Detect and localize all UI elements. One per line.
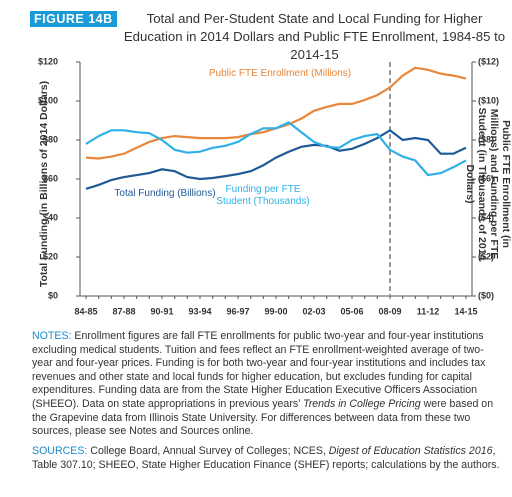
y2-tick-label: ($2) bbox=[478, 251, 494, 261]
x-tick-label: 93-94 bbox=[188, 306, 211, 316]
para-text: , Table 307.10; SHEEO, State Higher Educ… bbox=[32, 445, 500, 471]
x-tick-label: 11-12 bbox=[417, 306, 440, 316]
y2-tick-label: ($12) bbox=[478, 56, 499, 66]
series-line bbox=[85, 66, 467, 160]
series-line bbox=[85, 121, 467, 177]
x-tick-label: 05-06 bbox=[340, 306, 363, 316]
para-text: Digest of Education Statistics 2016 bbox=[328, 445, 493, 457]
x-tick-label: 84-85 bbox=[74, 306, 97, 316]
para-label: SOURCES: bbox=[32, 445, 88, 457]
x-tick-label: 02-03 bbox=[302, 306, 325, 316]
para-text: Trends in College Pricing bbox=[303, 397, 421, 410]
legend-entry: Public FTE Enrollment (Millions) bbox=[208, 68, 352, 79]
x-tick-label: 96-97 bbox=[226, 306, 249, 316]
y2-tick-label: ($4) bbox=[478, 212, 494, 222]
para-text: were based on the Grapevine data from Il… bbox=[32, 397, 494, 438]
y-tick-label: $40 bbox=[43, 212, 58, 222]
y2-tick-label: ($8) bbox=[478, 134, 494, 144]
notes: NOTES: Enrollment figures are fall FTE e… bbox=[32, 330, 500, 439]
y2-axis-label: Public FTE Enrollment (in Millions) and … bbox=[464, 107, 512, 261]
y-tick-label: $120 bbox=[38, 56, 58, 66]
x-tick-label: 90-91 bbox=[150, 306, 173, 316]
figure-label: FIGURE 14B bbox=[30, 11, 117, 27]
para-label: NOTES: bbox=[32, 330, 72, 342]
y-tick-label: $80 bbox=[43, 134, 58, 144]
y-axis-label: Total Funding (in Billions of 2014 Dolla… bbox=[38, 80, 50, 288]
x-tick-label: 08-09 bbox=[378, 306, 401, 316]
legend-entry: Funding per FTE Student (Thousands) bbox=[216, 184, 310, 207]
sources: SOURCES: College Board, Annual Survey of… bbox=[32, 445, 500, 472]
x-tick-label: 99-00 bbox=[264, 306, 287, 316]
y-tick-label: $60 bbox=[43, 173, 58, 183]
y2-tick-label: ($10) bbox=[478, 95, 499, 105]
legend-entry: Total Funding (Billions) bbox=[114, 188, 216, 199]
x-tick-label: 87-88 bbox=[112, 306, 135, 316]
y2-tick-label: ($6) bbox=[478, 173, 494, 183]
y-tick-label: $20 bbox=[43, 251, 58, 261]
y-tick-label: $0 bbox=[48, 290, 58, 300]
y2-tick-label: ($0) bbox=[478, 290, 494, 300]
para-text: College Board, Annual Survey of Colleges… bbox=[87, 445, 329, 457]
x-tick-label: 14-15 bbox=[454, 306, 477, 316]
para-text: Enrollment figures are fall FTE enrollme… bbox=[32, 330, 486, 410]
series-line bbox=[85, 128, 467, 190]
y-tick-label: $100 bbox=[38, 95, 58, 105]
chart-title: Total and Per-Student State and Local Fu… bbox=[123, 11, 506, 62]
chart: $0 $20 $40 $60 $80 $100 $120 ($0) ($2) ($4) ($6) ($… bbox=[38, 56, 499, 316]
